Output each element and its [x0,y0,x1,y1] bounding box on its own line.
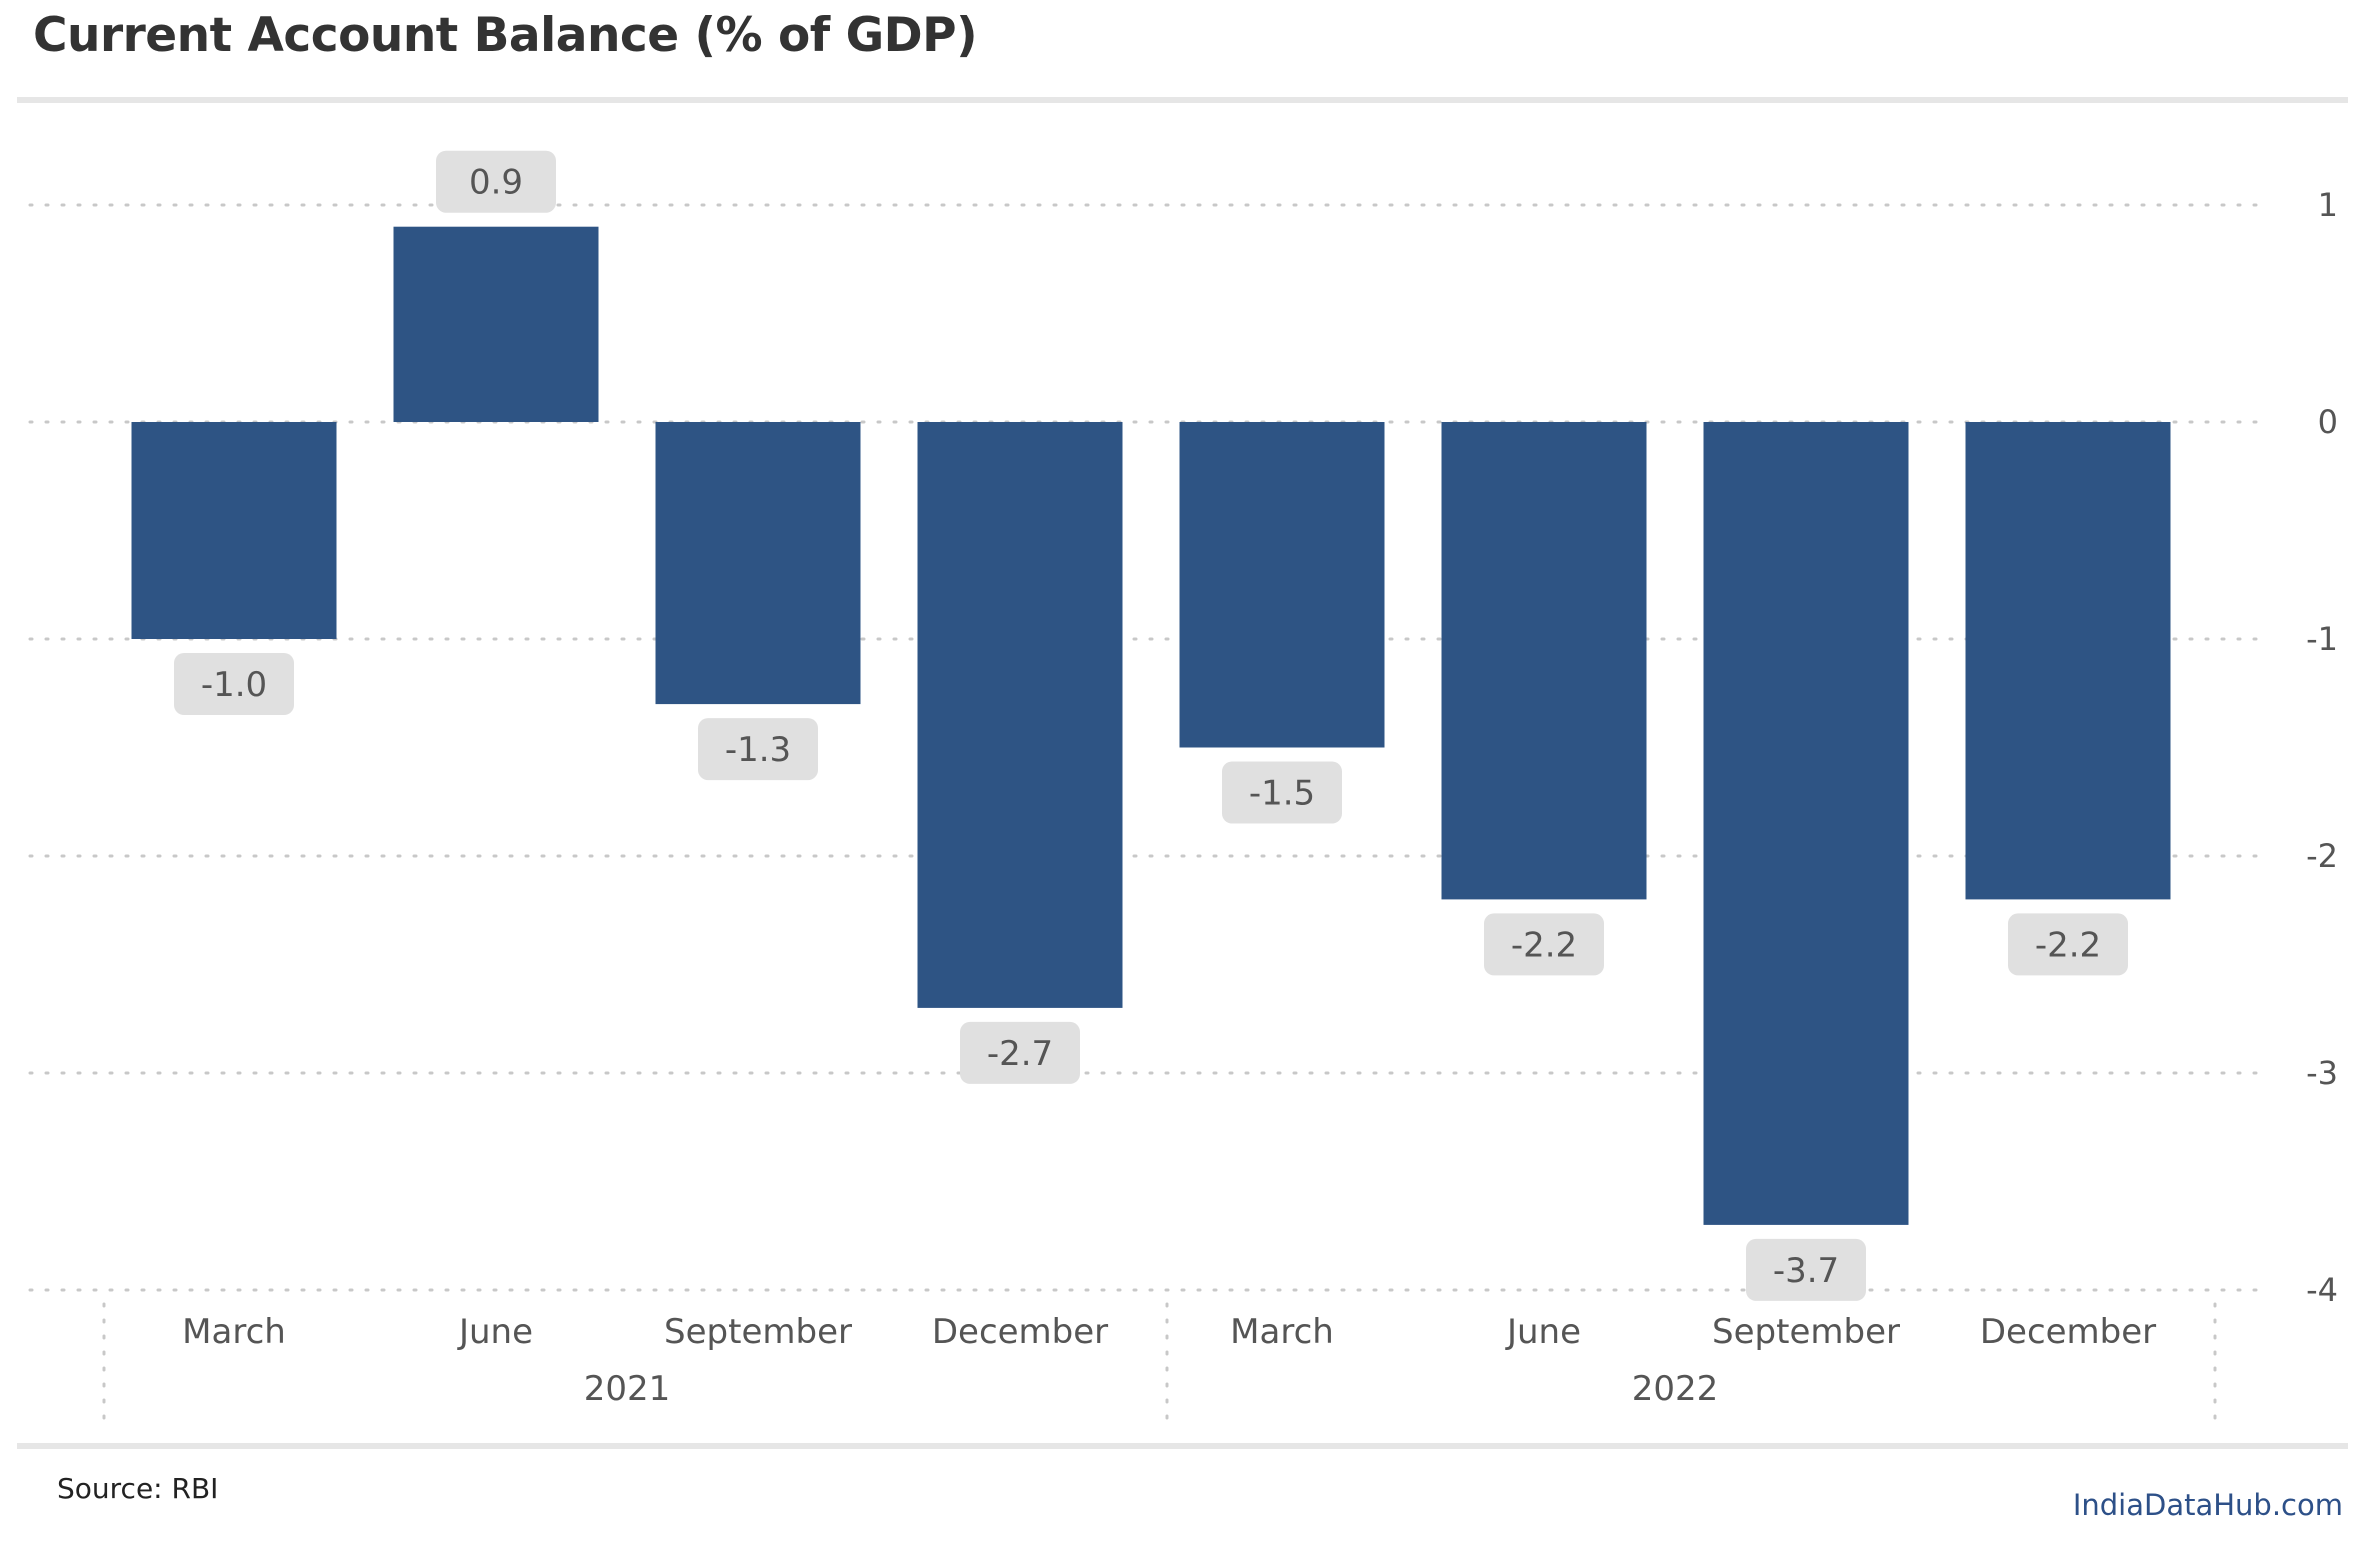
y-tick-label: -2 [2306,837,2338,875]
x-tick-label: December [1980,1312,2156,1352]
y-tick-label: -4 [2306,1271,2338,1309]
gridlines [28,203,2267,1292]
x-group-label: 2022 [1632,1369,1719,1409]
chart-title: Current Account Balance (% of GDP) [33,8,978,63]
x-tick-label: March [182,1312,286,1352]
brand-link[interactable]: IndiaDataHub.com [2072,1488,2343,1522]
x-tick-label: June [457,1312,533,1352]
bar [1441,422,1647,900]
data-label-box [1222,761,1342,824]
bar [1703,422,1909,1225]
data-label: -1.5 [1249,774,1315,814]
data-label-box [698,718,818,781]
data-label-box [2008,913,2128,976]
x-tick-label: December [932,1312,1108,1352]
y-tick-label: -3 [2306,1054,2338,1092]
data-label-box [174,653,294,715]
y-tick-label: 1 [2318,186,2338,224]
bar [393,226,599,422]
y-tick-label: -1 [2306,620,2338,658]
bar [1179,422,1385,748]
data-label: -1.3 [725,730,791,770]
bar [131,422,337,639]
bar [1965,422,2171,900]
x-tick-label: September [664,1312,852,1352]
x-tick-label: June [1505,1312,1581,1352]
x-tick-label: March [1230,1312,1334,1352]
data-label: -2.2 [1511,925,1577,965]
data-label: -2.7 [987,1034,1053,1074]
x-axis: March June September December March June Septe… [102,1302,2217,1427]
y-tick-label: 0 [2318,403,2338,441]
data-label-box [436,150,556,213]
data-label: 0.9 [469,163,523,203]
data-label-box [1484,913,1604,976]
data-labels: -1.0 0.9 -1.3 -2.7 -1.5 -2.2 -3.7 -2.2 [174,150,2128,1301]
x-group-label: 2021 [584,1369,671,1409]
data-label: -1.0 [201,665,267,705]
source-note: Source: RBI [57,1472,219,1505]
y-axis: 1 0 -1 -2 -3 -4 [2306,186,2338,1309]
bar [655,422,861,705]
data-label: -2.2 [2035,925,2101,965]
data-label: -3.7 [1773,1251,1839,1291]
data-label-box [960,1021,1080,1084]
bars [131,226,2171,1225]
x-tick-label: September [1712,1312,1900,1352]
data-label-box [1746,1238,1866,1301]
bar [917,422,1123,1008]
